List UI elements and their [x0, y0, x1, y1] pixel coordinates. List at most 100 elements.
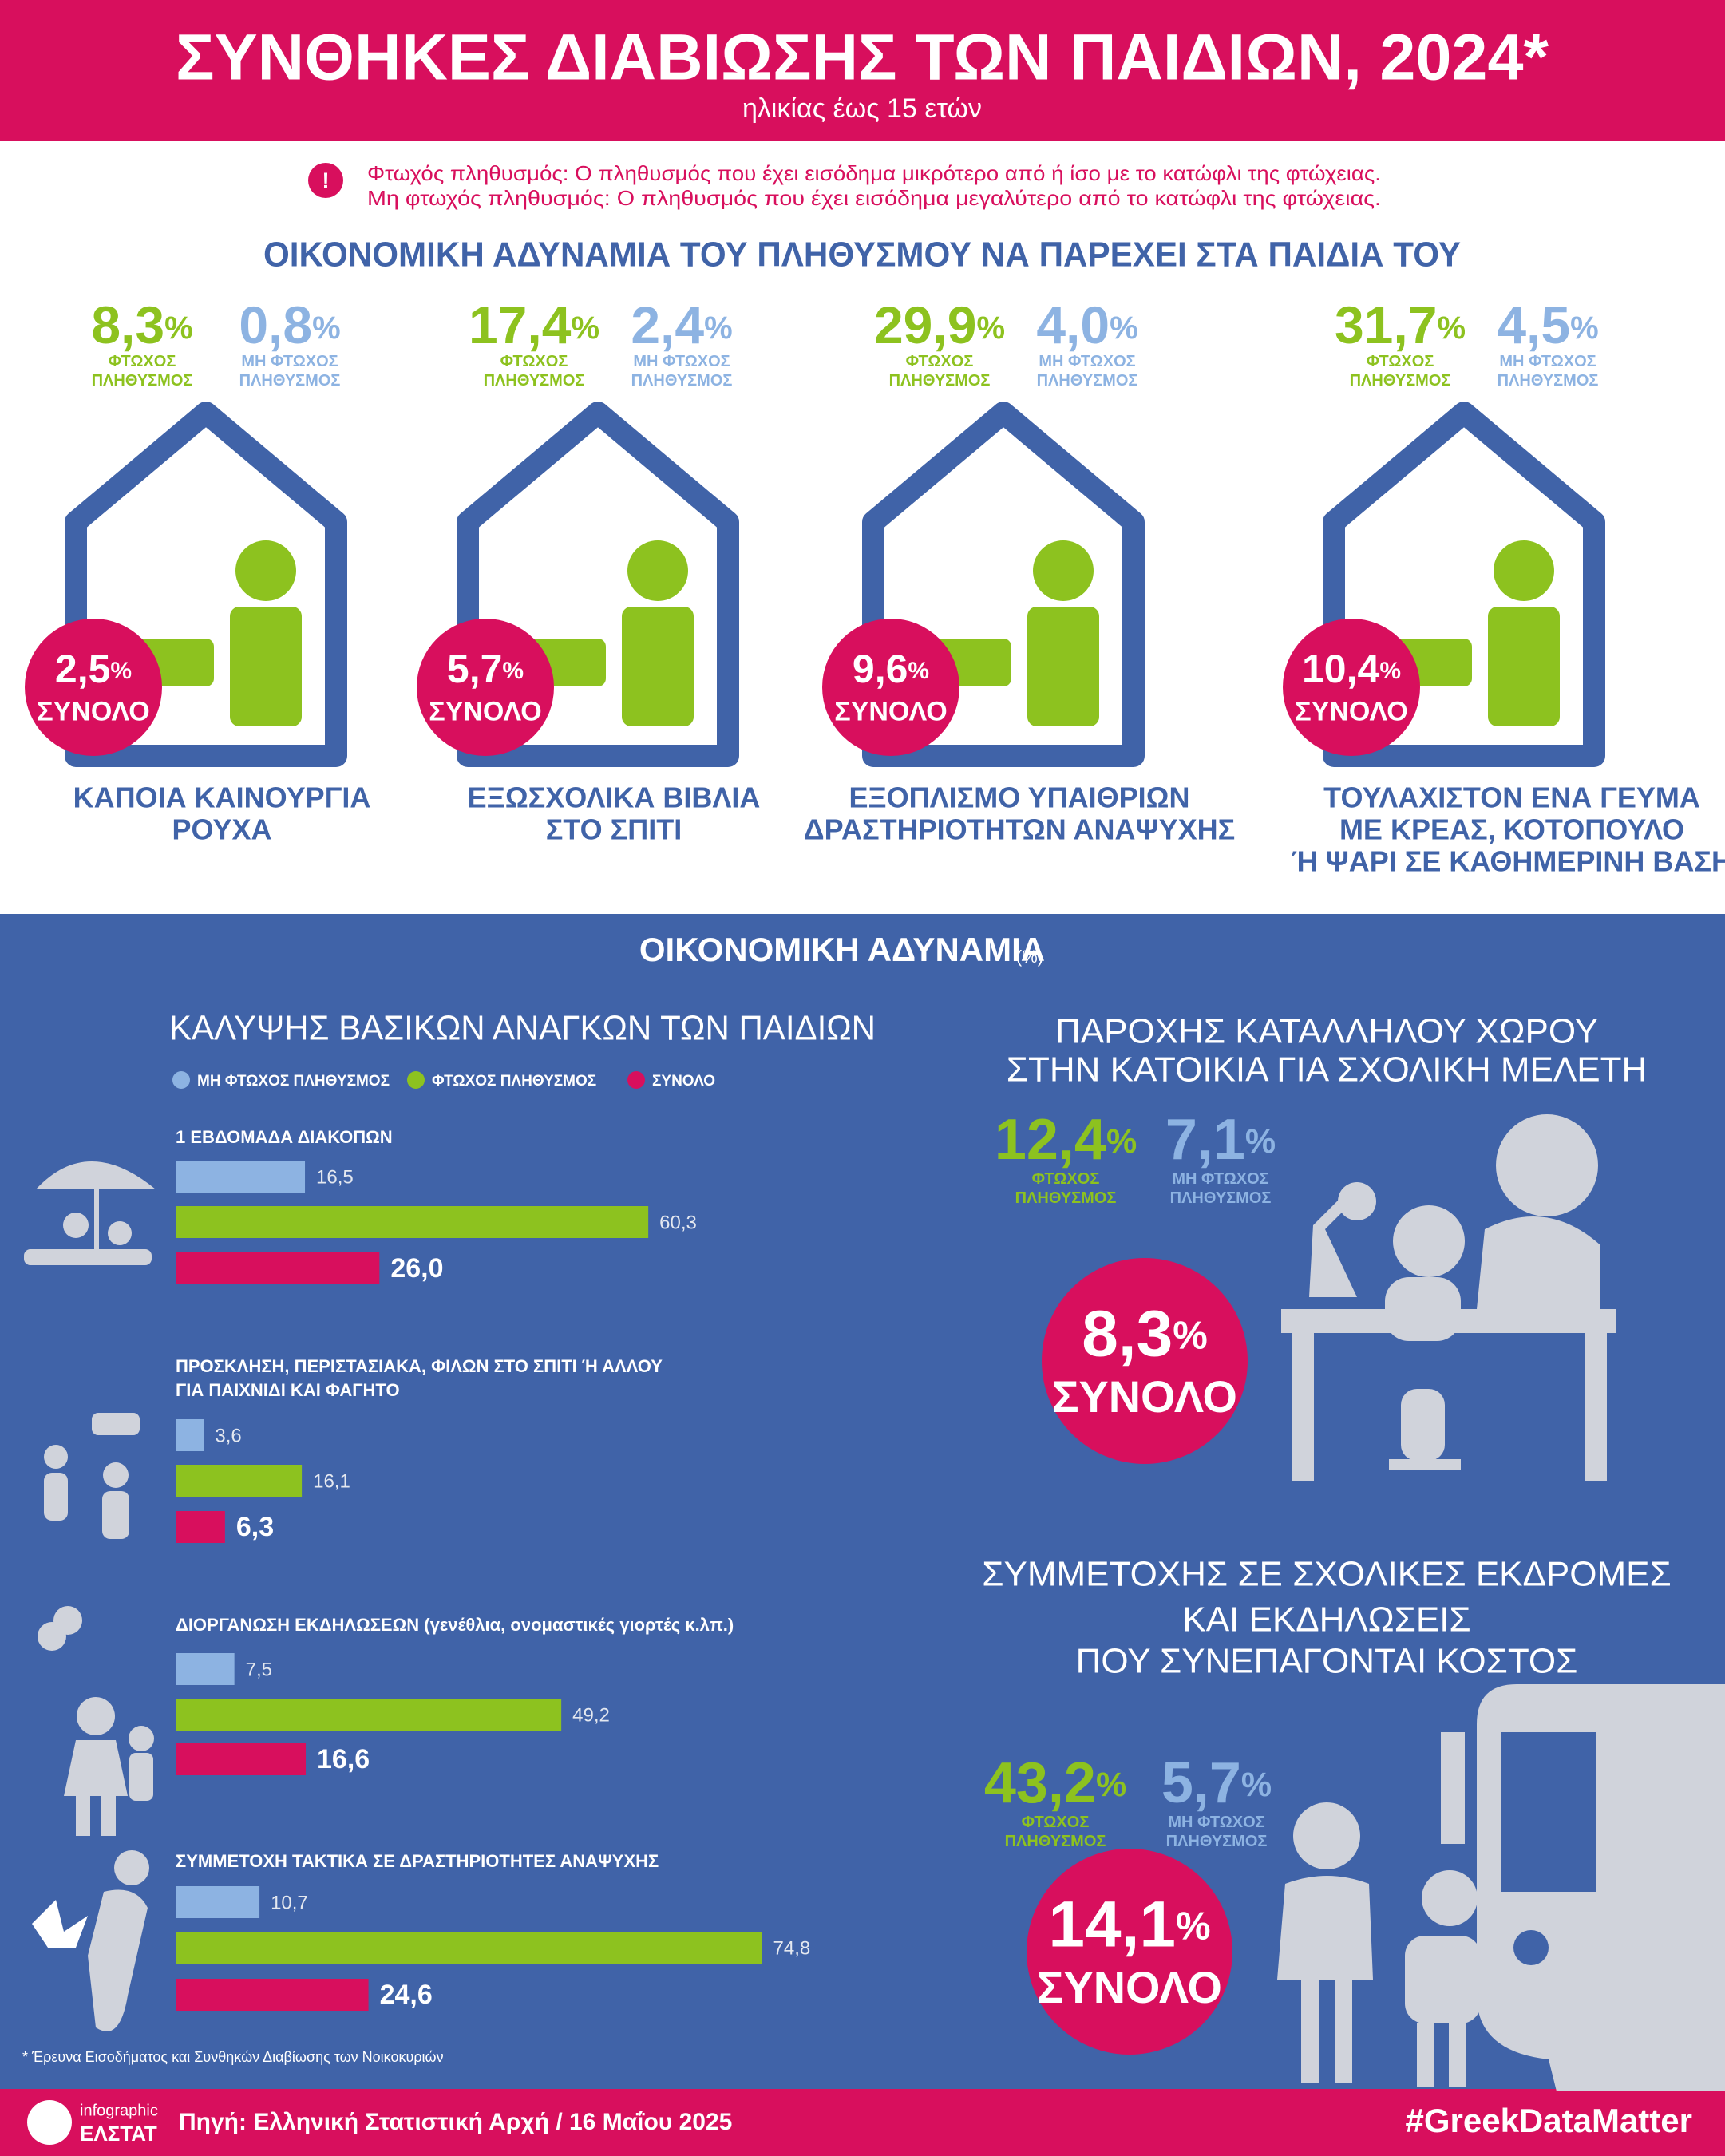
poor-value-unit: %: [976, 311, 1005, 346]
child-head: [627, 540, 688, 601]
study-icon: [1281, 1114, 1616, 1481]
total-circle: [1042, 1258, 1248, 1464]
section-title: ΟΙΚΟΝΟΜΙΚΗ ΑΔΥΝΑΜΙΑ ΤΟΥ ΠΛΗΘΥΣΜΟΥ ΝΑ ΠΑΡ…: [263, 235, 1461, 275]
item-label: ΕΞΟΠΛΙΣΜΟ ΥΠΑΙΘΡΙΩΝ: [849, 781, 1189, 814]
bar-value-label: 3,6: [215, 1425, 241, 1446]
total-value-value: 5,7: [447, 647, 503, 691]
poor-label: ΠΛΗΘΥΣΜΟΣ: [92, 372, 193, 390]
total-value-unit: %: [502, 658, 524, 684]
bar-value-label: 74,8: [773, 1937, 811, 1959]
item-label: ΤΟΥΛΑΧΙΣΤΟΝ ΕΝΑ ΓΕΥΜΑ: [1323, 781, 1700, 814]
child-body: [1027, 607, 1099, 726]
group-icons: [24, 1161, 156, 2031]
poor-value-value: 12,4: [995, 1108, 1106, 1172]
needs-title: ΚΑΛΥΨΗΣ ΒΑΣΙΚΩΝ ΑΝΑΓΚΩΝ ΤΩΝ ΠΑΙΔΙΩΝ: [169, 1009, 876, 1048]
poor-label: ΦΤΩΧΟΣ: [500, 353, 568, 370]
child-body: [622, 607, 694, 726]
poor-value-value: 31,7: [1335, 295, 1437, 354]
bar: [176, 1465, 303, 1497]
item-label: ΡΟΥΧΑ: [172, 813, 271, 846]
poor-value-unit: %: [1437, 311, 1466, 346]
bar: [176, 1979, 369, 2011]
total-value-unit: %: [1379, 658, 1401, 684]
poor-value: 43,2%: [984, 1751, 1126, 1815]
title: ΣΥΝΘΗΚΕΣ ΔΙΑΒΙΩΣΗΣ ΤΩΝ ΠΑΙΔΙΩΝ, 2024*: [176, 22, 1549, 94]
logo-mark: [27, 2100, 72, 2145]
bus-icon: [1277, 1684, 1725, 2091]
poor-value-value: 17,4: [469, 295, 572, 354]
item-label: Ή ΨΑΡΙ ΣΕ ΚΑΘΗΜΕΡΙΝΗ ΒΑΣΗ: [1292, 845, 1725, 878]
total-value: 2,5%: [55, 647, 132, 691]
poor-value: 31,7%: [1335, 295, 1466, 354]
subtitle: ηλικίας έως 15 ετών: [742, 93, 982, 124]
poor-value: 8,3%: [91, 295, 192, 354]
bar: [176, 1511, 225, 1543]
nonpoor-value-unit: %: [704, 311, 733, 346]
nonpoor-value-value: 4,0: [1036, 295, 1110, 354]
panel-title: ΣΥΜΜΕΤΟΧΗΣ ΣΕ ΣΧΟΛΙΚΕΣ ΕΚΔΡΟΜΕΣ: [982, 1555, 1671, 1594]
legend-swatch: [627, 1071, 645, 1089]
nonpoor-label: ΜΗ ΦΤΩΧΟΣ: [1499, 353, 1596, 370]
total-label: ΣΥΝΟΛΟ: [1037, 1963, 1222, 2012]
legend-swatch: [172, 1071, 190, 1089]
total-value: 5,7%: [447, 647, 524, 691]
nonpoor-label: ΠΛΗΘΥΣΜΟΣ: [1498, 372, 1599, 390]
item-label: ΣΤΟ ΣΠΙΤΙ: [546, 813, 682, 846]
total-value-value: 2,5: [55, 647, 111, 691]
note-icon: !: [322, 168, 329, 192]
poor-label: ΦΤΩΧΟΣ: [906, 353, 974, 370]
poor-label: ΠΛΗΘΥΣΜΟΣ: [1005, 1833, 1106, 1850]
logo-line: infographic: [80, 2102, 158, 2119]
panel-title: ΠΟΥ ΣΥΝΕΠΑΓΟΝΤΑΙ ΚΟΣΤΟΣ: [1076, 1642, 1578, 1681]
nonpoor-value-value: 5,7: [1161, 1751, 1241, 1815]
panel-title: ΣΤΗΝ ΚΑΤΟΙΚΙΑ ΓΙΑ ΣΧΟΛΙΚΗ ΜΕΛΕΤΗ: [1007, 1050, 1647, 1090]
legend-swatch: [407, 1071, 425, 1089]
child-head: [1494, 540, 1554, 601]
nonpoor-label: ΠΛΗΘΥΣΜΟΣ: [1037, 372, 1138, 390]
section2-title-unit: (%): [1016, 947, 1043, 967]
bar: [176, 1419, 204, 1451]
total-label: ΣΥΝΟΛΟ: [1295, 697, 1407, 727]
poor-label: ΠΛΗΘΥΣΜΟΣ: [1350, 372, 1451, 390]
total-circle: [822, 619, 959, 756]
total-label: ΣΥΝΟΛΟ: [37, 697, 149, 727]
total-circle: [1027, 1849, 1232, 2055]
bar: [176, 1161, 306, 1193]
bar: [176, 1206, 649, 1238]
panel-title: ΠΑΡΟΧΗΣ ΚΑΤΑΛΛΗΛΟΥ ΧΩΡΟΥ: [1055, 1012, 1598, 1051]
footer-band: [0, 2089, 1725, 2156]
item-label: ΔΡΑΣΤΗΡΙΟΤΗΤΩΝ ΑΝΑΨΥΧΗΣ: [804, 813, 1235, 846]
total-value-unit: %: [1173, 1315, 1208, 1358]
poor-value-unit: %: [164, 311, 193, 346]
bar-value-label: 10,7: [271, 1892, 308, 1913]
poor-value-unit: %: [1106, 1122, 1137, 1161]
nonpoor-value-value: 2,4: [631, 295, 704, 354]
legend-label: ΦΤΩΧΟΣ ΠΛΗΘΥΣΜΟΣ: [432, 1073, 596, 1090]
poor-value: 12,4%: [995, 1108, 1137, 1172]
total-value: 9,6%: [853, 647, 929, 691]
note-line: Μη φτωχός πληθυσμός: Ο πληθυσμός που έχε…: [367, 186, 1381, 210]
total-value-unit: %: [110, 658, 132, 684]
nonpoor-label: ΜΗ ΦΤΩΧΟΣ: [241, 353, 338, 370]
nonpoor-label: ΜΗ ΦΤΩΧΟΣ: [1172, 1170, 1268, 1188]
total-value: 14,1%: [1048, 1888, 1210, 1960]
note-icon-bg: [308, 163, 343, 198]
total-circle: [1283, 619, 1420, 756]
total-circle: [25, 619, 162, 756]
poor-label: ΠΛΗΘΥΣΜΟΣ: [484, 372, 585, 390]
total-value-unit: %: [908, 658, 929, 684]
total-value-unit: %: [1176, 1905, 1211, 1948]
poor-value: 17,4%: [469, 295, 599, 354]
source: Πηγή: Ελληνική Στατιστική Αρχή / 16 Μαΐο…: [179, 2109, 732, 2135]
bar-value-label: 26,0: [390, 1253, 443, 1284]
nonpoor-value: 4,5%: [1497, 295, 1598, 354]
poor-value: 29,9%: [874, 295, 1005, 354]
nonpoor-label: ΠΛΗΘΥΣΜΟΣ: [239, 372, 341, 390]
nonpoor-value: 2,4%: [631, 295, 732, 354]
bar: [176, 1886, 260, 1918]
group-label: ΣΥΜΜΕΤΟΧΗ ΤΑΚΤΙΚΑ ΣΕ ΔΡΑΣΤΗΡΙΟΤΗΤΕΣ ΑΝΑΨ…: [176, 1851, 659, 1871]
item-label: ΚΑΠΟΙΑ ΚΑΙΝΟΥΡΓΙΑ: [73, 781, 371, 814]
item-label: ΕΞΩΣΧΟΛΙΚΑ ΒΙΒΛΙΑ: [468, 781, 761, 814]
nonpoor-value-value: 0,8: [239, 295, 312, 354]
